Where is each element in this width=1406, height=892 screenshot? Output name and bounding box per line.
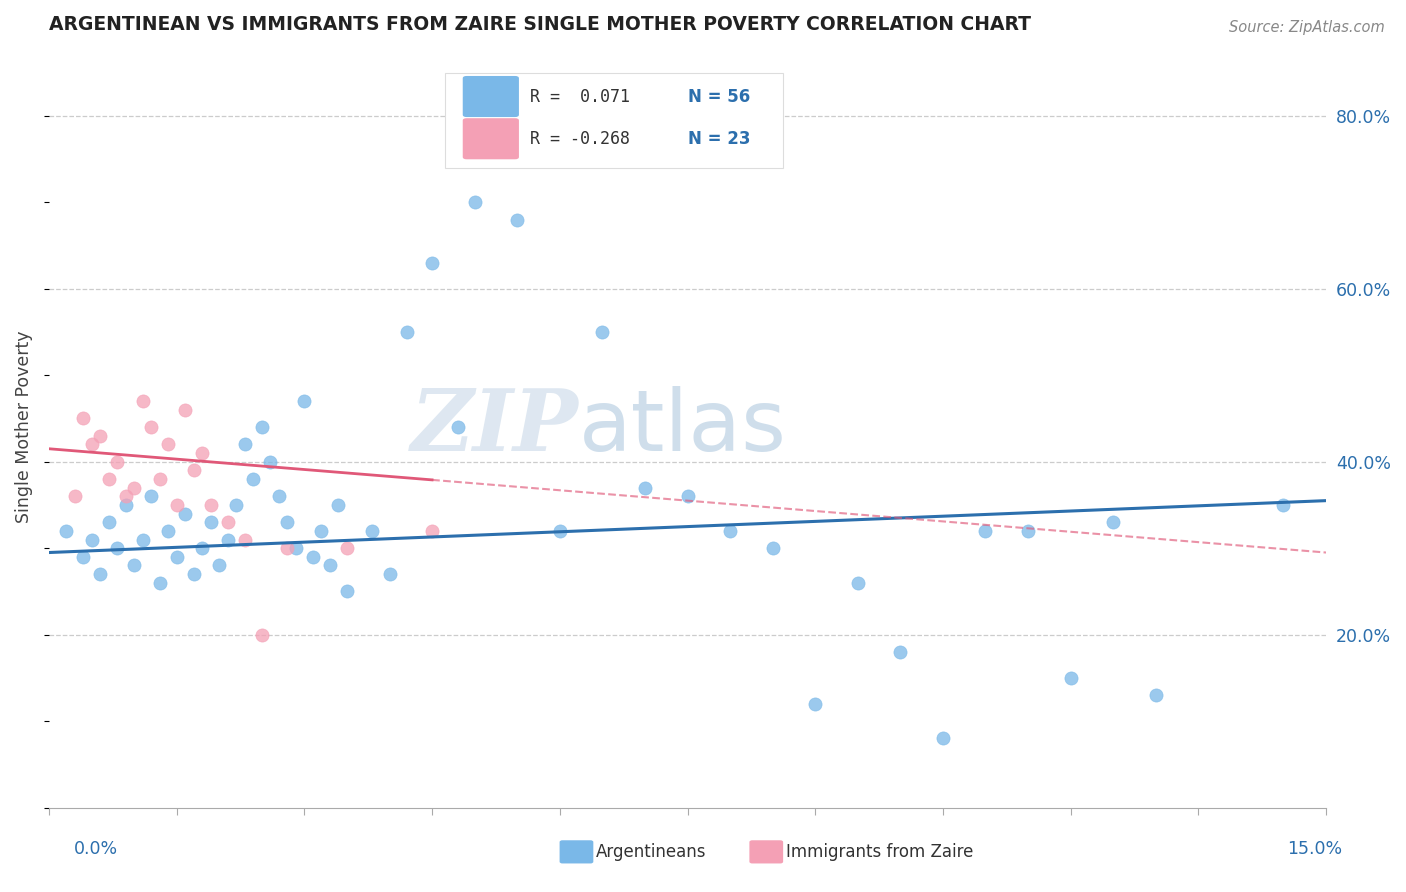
Point bbox=[166, 498, 188, 512]
Text: N = 23: N = 23 bbox=[688, 129, 749, 148]
Point bbox=[259, 455, 281, 469]
Point bbox=[676, 489, 699, 503]
Point bbox=[506, 212, 529, 227]
Point bbox=[63, 489, 86, 503]
Point bbox=[200, 498, 222, 512]
Point bbox=[191, 446, 214, 460]
Point bbox=[336, 541, 359, 556]
Point bbox=[149, 472, 172, 486]
Point bbox=[292, 394, 315, 409]
Point bbox=[548, 524, 571, 538]
Point bbox=[1272, 498, 1295, 512]
Point bbox=[446, 420, 468, 434]
Point bbox=[420, 256, 443, 270]
Text: atlas: atlas bbox=[579, 385, 787, 468]
Point bbox=[174, 507, 197, 521]
Point bbox=[319, 558, 342, 573]
Point bbox=[97, 472, 120, 486]
Point bbox=[762, 541, 785, 556]
Point bbox=[122, 558, 145, 573]
Point bbox=[97, 515, 120, 529]
Point bbox=[1059, 671, 1081, 685]
Point bbox=[217, 533, 239, 547]
Point bbox=[89, 567, 111, 582]
Point bbox=[250, 628, 273, 642]
Point bbox=[804, 697, 827, 711]
Point bbox=[932, 731, 955, 746]
FancyBboxPatch shape bbox=[444, 73, 783, 169]
Text: R =  0.071: R = 0.071 bbox=[530, 87, 630, 105]
FancyBboxPatch shape bbox=[749, 840, 783, 863]
Y-axis label: Single Mother Poverty: Single Mother Poverty bbox=[15, 331, 32, 524]
Point bbox=[166, 549, 188, 564]
FancyBboxPatch shape bbox=[463, 119, 519, 160]
Point bbox=[55, 524, 77, 538]
Point bbox=[217, 515, 239, 529]
Text: Argentineans: Argentineans bbox=[596, 843, 707, 861]
Point bbox=[233, 437, 256, 451]
Point bbox=[183, 567, 205, 582]
Point bbox=[122, 481, 145, 495]
Point bbox=[157, 524, 180, 538]
Text: 15.0%: 15.0% bbox=[1286, 840, 1343, 858]
Point bbox=[718, 524, 741, 538]
Point bbox=[361, 524, 384, 538]
Point bbox=[302, 549, 325, 564]
Text: Source: ZipAtlas.com: Source: ZipAtlas.com bbox=[1229, 20, 1385, 35]
Point bbox=[191, 541, 214, 556]
Point bbox=[276, 541, 298, 556]
Point bbox=[311, 524, 333, 538]
Point bbox=[157, 437, 180, 451]
Point bbox=[139, 489, 162, 503]
Point bbox=[114, 489, 136, 503]
Point bbox=[139, 420, 162, 434]
Point bbox=[250, 420, 273, 434]
Point bbox=[974, 524, 997, 538]
Text: Immigrants from Zaire: Immigrants from Zaire bbox=[786, 843, 973, 861]
FancyBboxPatch shape bbox=[463, 76, 519, 117]
Point bbox=[846, 575, 869, 590]
Point bbox=[395, 325, 418, 339]
Point bbox=[1144, 688, 1167, 702]
Point bbox=[114, 498, 136, 512]
Point bbox=[336, 584, 359, 599]
Point bbox=[72, 411, 94, 425]
Point bbox=[284, 541, 307, 556]
Point bbox=[233, 533, 256, 547]
Point bbox=[889, 645, 911, 659]
Point bbox=[80, 437, 103, 451]
Point bbox=[80, 533, 103, 547]
Text: ARGENTINEAN VS IMMIGRANTS FROM ZAIRE SINGLE MOTHER POVERTY CORRELATION CHART: ARGENTINEAN VS IMMIGRANTS FROM ZAIRE SIN… bbox=[49, 15, 1031, 34]
Point bbox=[174, 402, 197, 417]
Point bbox=[208, 558, 231, 573]
Point bbox=[225, 498, 247, 512]
FancyBboxPatch shape bbox=[560, 840, 593, 863]
Point bbox=[242, 472, 264, 486]
Point bbox=[200, 515, 222, 529]
Point bbox=[131, 394, 153, 409]
Point bbox=[464, 195, 486, 210]
Point bbox=[378, 567, 401, 582]
Point bbox=[276, 515, 298, 529]
Point bbox=[634, 481, 657, 495]
Point bbox=[267, 489, 290, 503]
Text: N = 56: N = 56 bbox=[688, 87, 749, 105]
Point bbox=[1102, 515, 1125, 529]
Point bbox=[149, 575, 172, 590]
Point bbox=[72, 549, 94, 564]
Point bbox=[591, 325, 613, 339]
Text: 0.0%: 0.0% bbox=[73, 840, 118, 858]
Point bbox=[183, 463, 205, 477]
Text: ZIP: ZIP bbox=[411, 385, 579, 469]
Point bbox=[420, 524, 443, 538]
Point bbox=[105, 455, 128, 469]
Point bbox=[131, 533, 153, 547]
Point bbox=[89, 429, 111, 443]
Point bbox=[1017, 524, 1039, 538]
Text: R = -0.268: R = -0.268 bbox=[530, 129, 630, 148]
Point bbox=[328, 498, 350, 512]
Point bbox=[105, 541, 128, 556]
